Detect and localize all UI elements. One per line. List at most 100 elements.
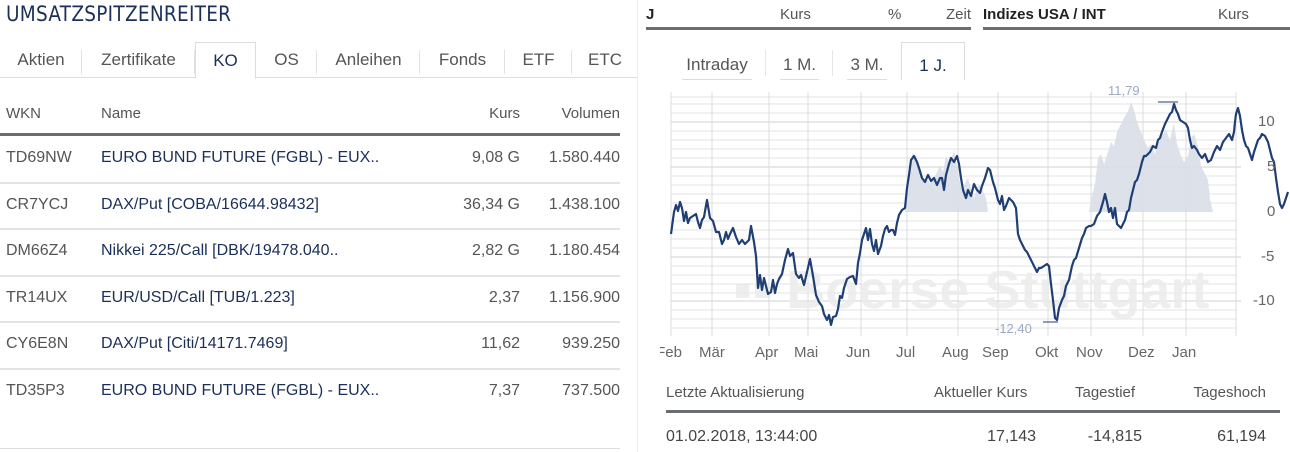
col-last-update: Letzte Aktualisierung	[666, 384, 805, 401]
table-row[interactable]: CY6E8N DAX/Put [Citi/14171.7469] 11,62 9…	[0, 323, 620, 370]
x-tick: Jan	[1172, 344, 1197, 361]
y-tick: -5	[1261, 248, 1275, 265]
table-row[interactable]: TR14UX EUR/USD/Call [TUB/1.223] 2,37 1.1…	[0, 277, 620, 323]
x-tick: Aug	[942, 344, 969, 361]
x-tick: Apr	[755, 344, 779, 361]
x-tick: Nov	[1076, 344, 1103, 361]
col-current-price: Aktueller Kurs	[934, 384, 1028, 401]
y-tick: 5	[1267, 158, 1276, 175]
volumen-cell: 1.438.100	[548, 195, 620, 213]
top-sellers-panel: UMSATZSPITZENREITER Aktien Zertifikate K…	[0, 0, 638, 452]
x-tick: Dez	[1128, 344, 1155, 361]
kurs-cell: 2,37	[488, 288, 520, 306]
range-tab-label: 3 M.	[850, 55, 884, 74]
kurs-cell: 7,37	[488, 381, 520, 399]
y-tick: 0	[1267, 203, 1276, 220]
name-link[interactable]: DAX/Put [COBA/16644.98432]	[101, 195, 319, 213]
current-price-value: 17,143	[987, 428, 1036, 445]
col-day-low: Tagestief	[1075, 384, 1136, 401]
tab-ko[interactable]: KO	[195, 42, 256, 79]
day-high-value: 61,194	[1217, 428, 1266, 445]
col-kurs[interactable]: Kurs	[489, 105, 520, 122]
y-tick: 10	[1258, 113, 1275, 130]
wkn-cell[interactable]: DM66Z4	[6, 242, 68, 259]
col-name[interactable]: Name	[101, 105, 142, 122]
wkn-cell[interactable]: TR14UX	[6, 288, 68, 306]
divider	[0, 448, 620, 449]
quote-info-row: 01.02.2018, 13:44:00 17,143 -14,815 61,1…	[666, 424, 1280, 450]
x-tick: Mär	[699, 344, 725, 361]
top-sellers-table: TD69NW EURO BUND FUTURE (FGBL) - EUX.. 9…	[0, 137, 620, 416]
name-link[interactable]: Nikkei 225/Call [DBK/19478.040..	[101, 242, 339, 259]
range-tab-label: 1 J.	[919, 56, 947, 75]
kurs-cell: 2,82 G	[471, 242, 520, 259]
range-tab-label: 1 M.	[782, 55, 817, 74]
volumen-cell: 1.580.440	[548, 149, 620, 166]
performance-chart[interactable]: ▪▪ Boerse Stuttgart	[638, 80, 1290, 370]
table-row[interactable]: TD69NW EURO BUND FUTURE (FGBL) - EUX.. 9…	[0, 137, 620, 184]
panel-title: UMSATZSPITZENREITER	[6, 2, 232, 26]
chart-vertical-gridlines	[670, 92, 1237, 336]
kurs-cell: 9,08 G	[471, 149, 520, 166]
col-kurs[interactable]: Kurs	[1218, 6, 1249, 23]
x-tick: Okt	[1035, 344, 1059, 361]
chart-area-fill	[905, 102, 1213, 212]
wkn-cell[interactable]: CY6E8N	[6, 335, 69, 352]
quote-info-header: Letzte Aktualisierung Aktueller Kurs Tag…	[666, 380, 1280, 413]
tab-etc[interactable]: ETC	[588, 50, 622, 69]
col-wkn[interactable]: WKN	[6, 105, 41, 122]
name-link[interactable]: EURO BUND FUTURE (FGBL) - EUX..	[101, 149, 380, 166]
name-link[interactable]: EUR/USD/Call [TUB/1.223]	[101, 288, 295, 306]
col-zeit[interactable]: Zeit	[945, 6, 971, 23]
tab-aktien[interactable]: Aktien	[0, 42, 82, 78]
table-header: WKN Name Kurs Volumen	[0, 100, 620, 136]
kurs-cell: 11,62	[481, 335, 520, 352]
x-tick: Jun	[846, 344, 871, 361]
tab-fonds[interactable]: Fonds	[420, 42, 505, 78]
day-low-value: -14,815	[1087, 428, 1142, 445]
col-kurs[interactable]: Kurs	[780, 6, 811, 23]
x-tick: Sep	[982, 344, 1009, 361]
col-day-high: Tageshoch	[1193, 384, 1266, 401]
x-tick: Jul	[896, 344, 916, 361]
tab-os[interactable]: OS	[256, 42, 317, 78]
header-fragment: J	[646, 6, 655, 23]
name-link[interactable]: EURO BUND FUTURE (FGBL) - EUX..	[101, 381, 380, 399]
volumen-cell: 737.500	[562, 381, 620, 399]
tab-etf[interactable]: ETF	[505, 42, 572, 78]
table-row[interactable]: DM66Z4 Nikkei 225/Call [DBK/19478.040.. …	[0, 230, 620, 277]
chart-watermark: ▪▪ Boerse Stuttgart	[733, 260, 1209, 320]
chart-min-label: -12,40	[995, 321, 1032, 336]
kurs-cell: 36,34 G	[463, 195, 520, 213]
range-tab-1j[interactable]: 1 J.	[901, 42, 965, 80]
index-chart-panel: J Kurs % Zeit Indizes USA / INT Kurs Int…	[638, 0, 1290, 452]
range-tabs: Intraday 1 M. 3 M. 1 J.	[668, 42, 965, 80]
col-percent[interactable]: %	[888, 6, 902, 23]
panel-divider	[637, 0, 638, 452]
tab-anleihen[interactable]: Anleihen	[317, 42, 420, 78]
chart-line	[669, 102, 1290, 327]
x-tick: Mai	[794, 344, 819, 361]
name-link[interactable]: DAX/Put [Citi/14171.7469]	[101, 335, 288, 352]
indices-title: Indizes USA / INT	[983, 6, 1106, 23]
tab-zertifikate[interactable]: Zertifikate	[82, 42, 195, 78]
table-row[interactable]: CR7YCJ DAX/Put [COBA/16644.98432] 36,34 …	[0, 184, 620, 230]
y-tick: -10	[1253, 292, 1275, 309]
indices-header: Indizes USA / INT Kurs	[983, 0, 1290, 30]
category-tabs: Aktien Zertifikate KO OS Anleihen Fonds …	[0, 42, 638, 79]
volumen-cell: 1.156.900	[548, 288, 620, 306]
range-tab-3m[interactable]: 3 M.	[833, 42, 901, 80]
range-tab-label: Intraday	[686, 55, 748, 74]
table-row[interactable]: TD35P3 EURO BUND FUTURE (FGBL) - EUX.. 7…	[0, 370, 620, 417]
wkn-cell[interactable]: CR7YCJ	[6, 195, 69, 213]
volumen-cell: 1.180.454	[548, 242, 620, 259]
wkn-cell[interactable]: TD35P3	[6, 381, 65, 399]
quotes-table-header: J Kurs % Zeit	[646, 0, 971, 30]
col-volumen[interactable]: Volumen	[561, 105, 620, 122]
range-tab-intraday[interactable]: Intraday	[668, 42, 766, 80]
wkn-cell[interactable]: TD69NW	[6, 149, 72, 166]
range-tab-1m[interactable]: 1 M.	[766, 42, 833, 80]
last-update-value: 01.02.2018, 13:44:00	[666, 428, 818, 445]
chart-max-label: 11,79	[1108, 83, 1140, 98]
x-axis-labels: Feb Mär Apr Mai Jun Jul Aug Sep Okt Nov …	[638, 344, 1290, 364]
